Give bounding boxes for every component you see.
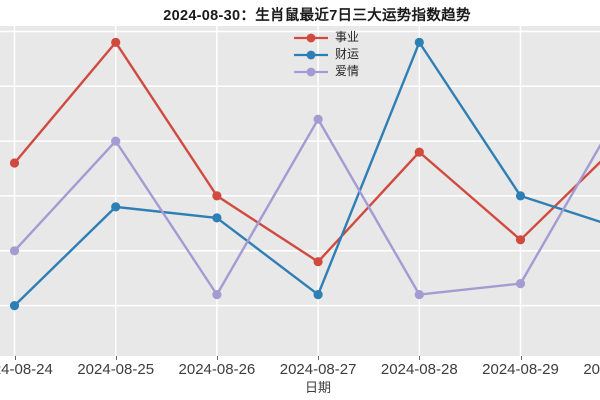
legend-marker-icon — [294, 50, 328, 59]
x-tick-mark — [520, 356, 522, 360]
data-point — [212, 213, 222, 223]
data-point — [414, 147, 424, 157]
x-axis-title: 日期 — [304, 380, 332, 395]
series-事业 — [9, 37, 600, 267]
data-point — [515, 191, 526, 201]
x-tick-mark — [216, 356, 218, 360]
gridlines — [0, 26, 600, 356]
legend-marker-icon — [294, 33, 328, 42]
data-point — [212, 191, 222, 201]
data-point — [212, 290, 222, 300]
data-point — [9, 301, 20, 311]
x-tick-mark — [115, 356, 117, 360]
plot-area: 事业 财运 爱情 — [0, 26, 600, 356]
data-point — [414, 290, 424, 300]
x-tick-label: 2024-08-28 — [380, 361, 458, 378]
legend-label: 事业 — [335, 30, 360, 44]
data-point — [111, 37, 121, 47]
data-point — [515, 279, 526, 289]
data-point — [414, 37, 424, 47]
x-tick-label: 2024-08-26 — [178, 361, 256, 378]
legend-item-财运: 财运 — [294, 46, 359, 63]
line-chart — [0, 26, 600, 356]
legend-label: 财运 — [335, 47, 360, 61]
x-tick-label: 2024-08-30 — [583, 361, 600, 378]
data-point — [9, 158, 20, 168]
data-point — [111, 136, 121, 146]
x-tick-mark — [14, 356, 16, 360]
chart-title: 2024-08-30：生肖鼠最近7日三大运势指数趋势 — [163, 8, 471, 24]
x-tick-mark — [419, 356, 421, 360]
legend-item-事业: 事业 — [294, 29, 359, 46]
data-point — [313, 114, 323, 124]
legend-label: 爱情 — [335, 64, 360, 78]
data-point — [111, 202, 121, 212]
x-tick-label: 2024-08-25 — [77, 361, 155, 378]
data-point — [313, 290, 323, 300]
data-point — [9, 246, 20, 256]
data-point — [515, 235, 526, 245]
data-point — [313, 257, 323, 267]
x-tick-label: 2024-08-24 — [0, 361, 53, 378]
legend: 事业 财运 爱情 — [294, 29, 359, 80]
series-财运 — [9, 37, 600, 311]
series-爱情 — [9, 114, 600, 300]
x-tick-mark — [318, 356, 320, 360]
x-tick-label: 2024-08-27 — [279, 361, 357, 378]
x-tick-label: 2024-08-29 — [482, 361, 559, 378]
legend-item-爱情: 爱情 — [294, 63, 359, 80]
legend-marker-icon — [294, 67, 328, 76]
